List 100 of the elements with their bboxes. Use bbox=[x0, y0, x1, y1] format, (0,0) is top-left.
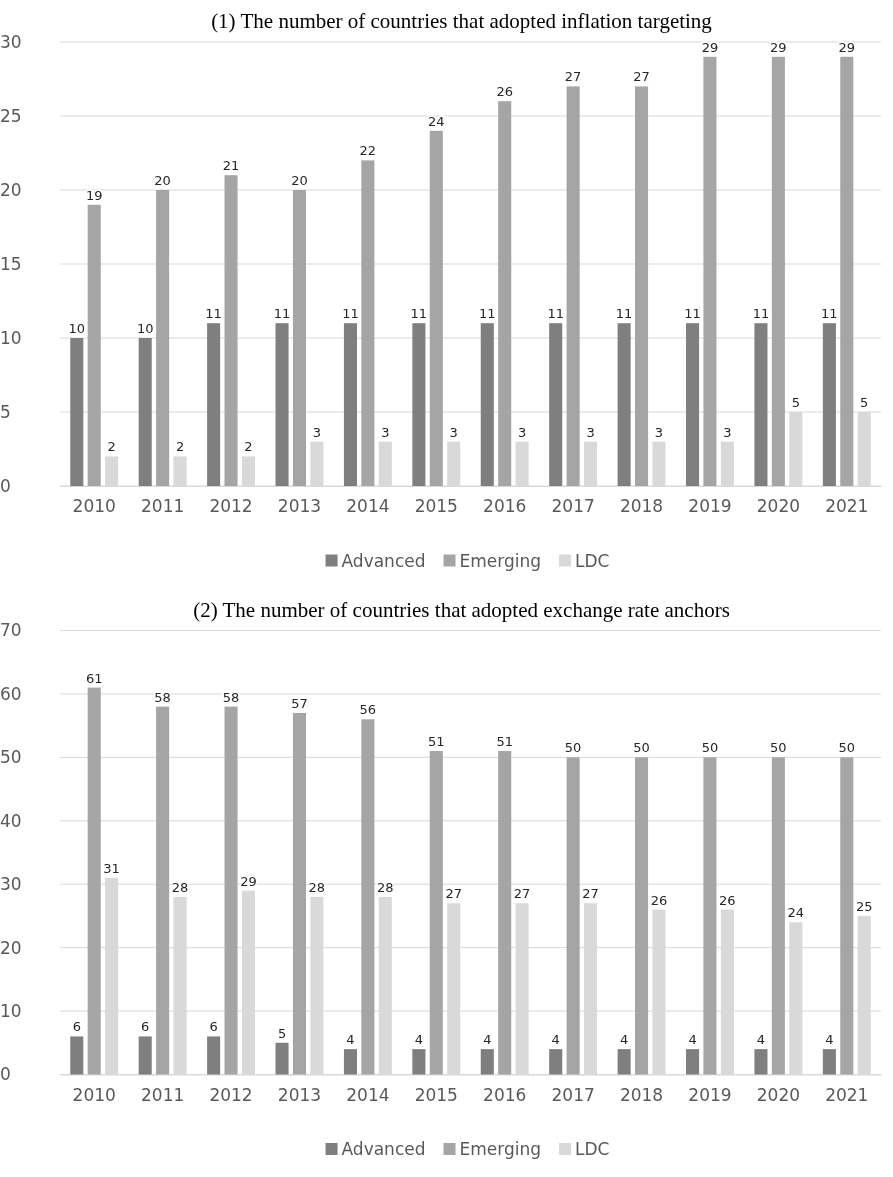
data-label: 2 bbox=[107, 439, 116, 455]
data-label: 50 bbox=[701, 740, 719, 756]
data-label: 2 bbox=[244, 439, 253, 455]
data-label: 22 bbox=[359, 143, 377, 159]
x-tick-label: 2014 bbox=[346, 496, 390, 517]
data-label: 27 bbox=[582, 886, 599, 902]
bar bbox=[138, 338, 152, 486]
x-tick-label: 2010 bbox=[72, 1084, 116, 1105]
data-label: 50 bbox=[633, 740, 650, 756]
x-tick-label: 2020 bbox=[756, 496, 801, 517]
data-label: 4 bbox=[688, 1032, 697, 1048]
x-tick-label: 2021 bbox=[825, 1084, 869, 1105]
bar bbox=[70, 1036, 84, 1075]
legend-label: Emerging bbox=[459, 1139, 542, 1159]
data-label: 21 bbox=[222, 158, 240, 174]
data-label: 28 bbox=[171, 879, 189, 895]
y-tick-label: 25 bbox=[0, 105, 22, 126]
data-label: 51 bbox=[428, 734, 445, 750]
bar bbox=[549, 323, 563, 486]
bar bbox=[480, 323, 494, 486]
data-label: 11 bbox=[615, 306, 633, 322]
data-label: 11 bbox=[205, 306, 222, 322]
x-tick-label: 2016 bbox=[483, 1084, 527, 1105]
data-label: 3 bbox=[449, 424, 458, 440]
data-label: 51 bbox=[496, 734, 513, 750]
bar bbox=[566, 86, 580, 486]
x-tick-label: 2012 bbox=[209, 1084, 253, 1105]
legend-label: Emerging bbox=[459, 550, 542, 571]
bar bbox=[292, 712, 306, 1075]
data-label: 29 bbox=[770, 39, 787, 55]
data-label: 11 bbox=[684, 306, 701, 322]
bar bbox=[412, 323, 426, 486]
bar bbox=[70, 338, 84, 486]
y-tick-label: 5 bbox=[0, 401, 11, 422]
bar bbox=[207, 323, 221, 486]
legend-label: LDC bbox=[575, 1139, 610, 1159]
data-label: 58 bbox=[222, 689, 240, 705]
bar bbox=[343, 323, 357, 486]
x-tick-label: 2017 bbox=[551, 496, 595, 517]
y-tick-label: 20 bbox=[0, 937, 22, 958]
y-tick-label: 15 bbox=[0, 253, 22, 274]
bar bbox=[617, 1049, 631, 1075]
bar bbox=[686, 1049, 700, 1075]
y-tick-label: 10 bbox=[0, 327, 22, 348]
data-label: 56 bbox=[359, 702, 377, 718]
data-label: 29 bbox=[240, 873, 257, 889]
data-label: 5 bbox=[791, 395, 800, 410]
bar bbox=[361, 160, 375, 486]
x-tick-label: 2019 bbox=[688, 1084, 732, 1105]
data-label: 28 bbox=[308, 879, 326, 895]
data-label: 61 bbox=[85, 670, 103, 686]
bar bbox=[822, 323, 836, 486]
x-tick-label: 2016 bbox=[483, 496, 527, 517]
data-label: 11 bbox=[273, 306, 291, 322]
bar bbox=[771, 757, 785, 1075]
y-tick-label: 30 bbox=[0, 874, 22, 895]
data-label: 27 bbox=[513, 886, 531, 902]
x-tick-label: 2010 bbox=[72, 496, 116, 517]
bar bbox=[343, 1049, 357, 1075]
bar bbox=[840, 757, 854, 1075]
bar bbox=[498, 751, 512, 1075]
data-label: 6 bbox=[72, 1019, 81, 1035]
data-label: 6 bbox=[141, 1019, 150, 1035]
data-label: 4 bbox=[414, 1032, 424, 1048]
bar bbox=[635, 86, 649, 486]
data-label: 4 bbox=[483, 1032, 492, 1048]
data-label: 11 bbox=[342, 306, 359, 322]
data-label: 5 bbox=[860, 395, 869, 410]
bar bbox=[224, 175, 238, 486]
data-label: 29 bbox=[701, 39, 719, 55]
data-label: 4 bbox=[756, 1032, 766, 1048]
data-label: 4 bbox=[619, 1032, 629, 1048]
bar bbox=[617, 323, 631, 486]
data-label: 11 bbox=[479, 306, 496, 322]
x-tick-label: 2015 bbox=[414, 1084, 458, 1105]
x-tick-label: 2011 bbox=[140, 496, 185, 517]
bar bbox=[429, 130, 443, 486]
bar bbox=[754, 323, 768, 486]
bar bbox=[429, 751, 443, 1075]
data-label: 50 bbox=[770, 740, 787, 756]
y-tick-label: 30 bbox=[0, 31, 22, 52]
bar bbox=[549, 1049, 563, 1075]
data-label: 20 bbox=[291, 173, 308, 188]
bar bbox=[87, 687, 101, 1075]
data-label: 58 bbox=[154, 689, 171, 705]
data-label: 27 bbox=[445, 886, 462, 902]
y-tick-label: 0 bbox=[0, 475, 11, 496]
data-label: 26 bbox=[650, 892, 668, 908]
x-tick-label: 2021 bbox=[825, 496, 869, 517]
data-label: 27 bbox=[633, 69, 650, 85]
data-label: 19 bbox=[85, 187, 103, 203]
data-label: 50 bbox=[838, 740, 856, 756]
data-label: 11 bbox=[752, 306, 770, 322]
y-tick-label: 70 bbox=[0, 620, 22, 641]
data-label: 2 bbox=[175, 439, 185, 455]
bar bbox=[840, 56, 854, 486]
data-label: 20 bbox=[154, 173, 171, 188]
data-label: 4 bbox=[825, 1032, 834, 1048]
x-tick-label: 2015 bbox=[414, 496, 458, 517]
bar bbox=[156, 190, 170, 486]
